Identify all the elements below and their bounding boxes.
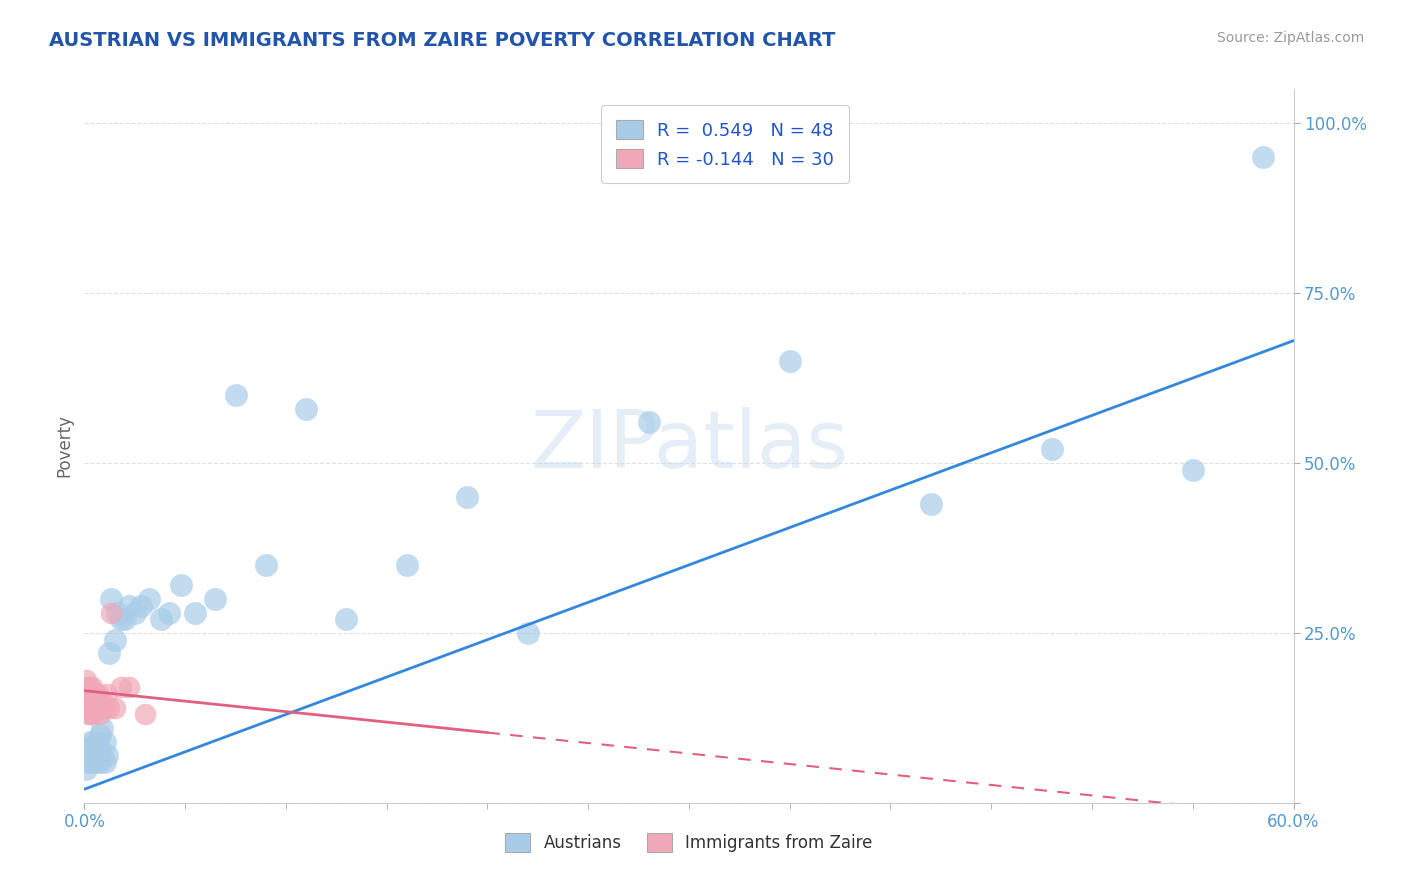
Point xyxy=(104,632,127,647)
Point xyxy=(77,755,100,769)
Legend: R =  0.549   N = 48, R = -0.144   N = 30: R = 0.549 N = 48, R = -0.144 N = 30 xyxy=(602,105,849,183)
Point xyxy=(157,606,180,620)
Point xyxy=(118,599,141,613)
Point xyxy=(79,680,101,694)
Point xyxy=(110,680,132,694)
Point xyxy=(149,612,172,626)
Point xyxy=(87,734,110,748)
Point xyxy=(87,748,110,763)
Point xyxy=(91,721,114,735)
Text: Source: ZipAtlas.com: Source: ZipAtlas.com xyxy=(1216,31,1364,45)
Point xyxy=(295,401,318,416)
Point xyxy=(97,700,120,714)
Text: ZIPatlas: ZIPatlas xyxy=(530,407,848,485)
Point xyxy=(75,700,97,714)
Point xyxy=(254,558,277,572)
Point xyxy=(82,755,104,769)
Point xyxy=(75,673,97,688)
Point xyxy=(114,612,136,626)
Point xyxy=(86,755,108,769)
Point xyxy=(82,680,104,694)
Y-axis label: Poverty: Poverty xyxy=(55,415,73,477)
Point xyxy=(516,626,538,640)
Text: AUSTRIAN VS IMMIGRANTS FROM ZAIRE POVERTY CORRELATION CHART: AUSTRIAN VS IMMIGRANTS FROM ZAIRE POVERT… xyxy=(49,31,835,50)
Point xyxy=(637,415,659,429)
Point xyxy=(91,748,114,763)
Point xyxy=(79,694,101,708)
Point xyxy=(456,490,478,504)
Point xyxy=(77,707,100,722)
Point xyxy=(87,687,110,701)
Point xyxy=(75,687,97,701)
Point xyxy=(100,606,122,620)
Point xyxy=(110,612,132,626)
Point xyxy=(89,694,111,708)
Point xyxy=(1040,442,1063,457)
Point xyxy=(335,612,357,626)
Point xyxy=(89,728,111,742)
Point xyxy=(87,700,110,714)
Point xyxy=(138,591,160,606)
Point xyxy=(79,707,101,722)
Point xyxy=(82,694,104,708)
Point xyxy=(1253,150,1275,164)
Point xyxy=(105,606,128,620)
Point xyxy=(83,734,105,748)
Point xyxy=(96,687,118,701)
Point xyxy=(184,606,207,620)
Point xyxy=(83,707,105,722)
Point xyxy=(86,700,108,714)
Point xyxy=(82,700,104,714)
Point xyxy=(1181,463,1204,477)
Point xyxy=(129,599,152,613)
Point xyxy=(100,591,122,606)
Point xyxy=(225,388,247,402)
Point xyxy=(86,687,108,701)
Point xyxy=(170,578,193,592)
Point xyxy=(134,707,156,722)
Point xyxy=(79,734,101,748)
Point xyxy=(920,497,942,511)
Point xyxy=(83,748,105,763)
Point xyxy=(91,694,114,708)
Point xyxy=(395,558,418,572)
Point xyxy=(91,700,114,714)
Point xyxy=(96,748,118,763)
Point xyxy=(89,755,111,769)
Point xyxy=(86,741,108,756)
Point xyxy=(204,591,226,606)
Point xyxy=(77,741,100,756)
Point xyxy=(79,748,101,763)
Point xyxy=(97,646,120,660)
Point xyxy=(779,354,801,368)
Point xyxy=(89,707,111,722)
Point xyxy=(104,700,127,714)
Point xyxy=(118,680,141,694)
Point xyxy=(124,606,146,620)
Point xyxy=(75,762,97,776)
Point xyxy=(77,694,100,708)
Point xyxy=(83,687,105,701)
Point xyxy=(82,741,104,756)
Point xyxy=(77,680,100,694)
Point xyxy=(93,700,115,714)
Point xyxy=(93,755,115,769)
Point xyxy=(93,734,115,748)
